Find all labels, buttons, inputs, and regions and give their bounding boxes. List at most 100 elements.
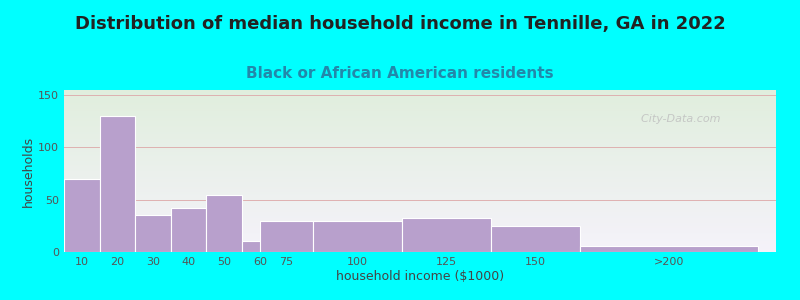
Bar: [64, 187, 776, 189]
Bar: [64, 228, 776, 229]
Bar: [64, 229, 776, 231]
Bar: [64, 148, 776, 150]
Bar: [99, 116, 135, 252]
Bar: [64, 208, 776, 210]
Bar: [64, 93, 776, 95]
Bar: [64, 137, 776, 139]
Bar: [64, 161, 776, 163]
Bar: [64, 210, 776, 212]
Bar: [64, 200, 776, 202]
Bar: [64, 213, 776, 215]
Bar: [64, 155, 776, 156]
Bar: [135, 215, 171, 252]
Bar: [64, 169, 776, 171]
Bar: [64, 129, 776, 130]
Bar: [64, 97, 776, 98]
Y-axis label: households: households: [22, 135, 35, 207]
Bar: [242, 241, 278, 252]
Bar: [64, 223, 776, 224]
Bar: [64, 174, 776, 176]
Bar: [402, 218, 491, 252]
Bar: [64, 247, 776, 249]
Bar: [64, 163, 776, 164]
Bar: [64, 114, 776, 116]
Bar: [64, 190, 776, 192]
Bar: [64, 212, 776, 213]
Bar: [64, 103, 776, 105]
Bar: [206, 194, 242, 252]
Bar: [64, 124, 776, 126]
Bar: [64, 186, 776, 187]
Bar: [64, 152, 776, 153]
Bar: [64, 220, 776, 221]
Bar: [64, 182, 776, 184]
Bar: [64, 130, 776, 132]
Bar: [64, 176, 776, 178]
Bar: [64, 179, 99, 252]
Bar: [64, 166, 776, 168]
Bar: [64, 181, 776, 182]
Bar: [64, 236, 776, 237]
Bar: [64, 242, 776, 244]
Bar: [64, 224, 776, 226]
Bar: [64, 171, 776, 172]
Bar: [64, 140, 776, 142]
Bar: [64, 156, 776, 158]
Bar: [580, 246, 758, 252]
Bar: [64, 118, 776, 119]
Bar: [64, 90, 776, 92]
Bar: [64, 205, 776, 207]
Bar: [64, 239, 776, 241]
Text: Distribution of median household income in Tennille, GA in 2022: Distribution of median household income …: [74, 15, 726, 33]
Bar: [64, 231, 776, 232]
Bar: [64, 234, 776, 236]
Bar: [64, 113, 776, 114]
Bar: [64, 135, 776, 137]
Bar: [64, 192, 776, 194]
Text: City-Data.com: City-Data.com: [634, 114, 720, 124]
Bar: [64, 179, 776, 181]
Bar: [171, 208, 206, 252]
Bar: [491, 226, 580, 252]
Bar: [64, 101, 776, 103]
Bar: [64, 160, 776, 161]
Bar: [260, 220, 314, 252]
Bar: [64, 98, 776, 100]
Bar: [64, 126, 776, 127]
Bar: [64, 119, 776, 121]
Bar: [64, 226, 776, 228]
Bar: [64, 105, 776, 106]
Bar: [64, 250, 776, 252]
Bar: [64, 232, 776, 234]
Bar: [64, 184, 776, 186]
Bar: [64, 121, 776, 122]
Bar: [64, 172, 776, 174]
Bar: [64, 178, 776, 179]
X-axis label: household income ($1000): household income ($1000): [336, 270, 504, 283]
Bar: [64, 203, 776, 205]
Bar: [64, 215, 776, 216]
Bar: [64, 199, 776, 200]
Bar: [64, 111, 776, 113]
Bar: [64, 153, 776, 155]
Bar: [64, 202, 776, 203]
Bar: [64, 168, 776, 169]
Bar: [64, 108, 776, 109]
Bar: [64, 245, 776, 247]
Bar: [64, 189, 776, 190]
Bar: [64, 249, 776, 250]
Bar: [64, 244, 776, 245]
Bar: [64, 95, 776, 97]
Bar: [64, 143, 776, 145]
Bar: [64, 110, 776, 111]
Bar: [64, 164, 776, 166]
Text: Black or African American residents: Black or African American residents: [246, 66, 554, 81]
Bar: [64, 218, 776, 220]
Bar: [64, 194, 776, 195]
Bar: [64, 221, 776, 223]
Bar: [64, 127, 776, 129]
Bar: [64, 106, 776, 108]
Bar: [314, 220, 402, 252]
Bar: [64, 207, 776, 208]
Bar: [64, 92, 776, 93]
